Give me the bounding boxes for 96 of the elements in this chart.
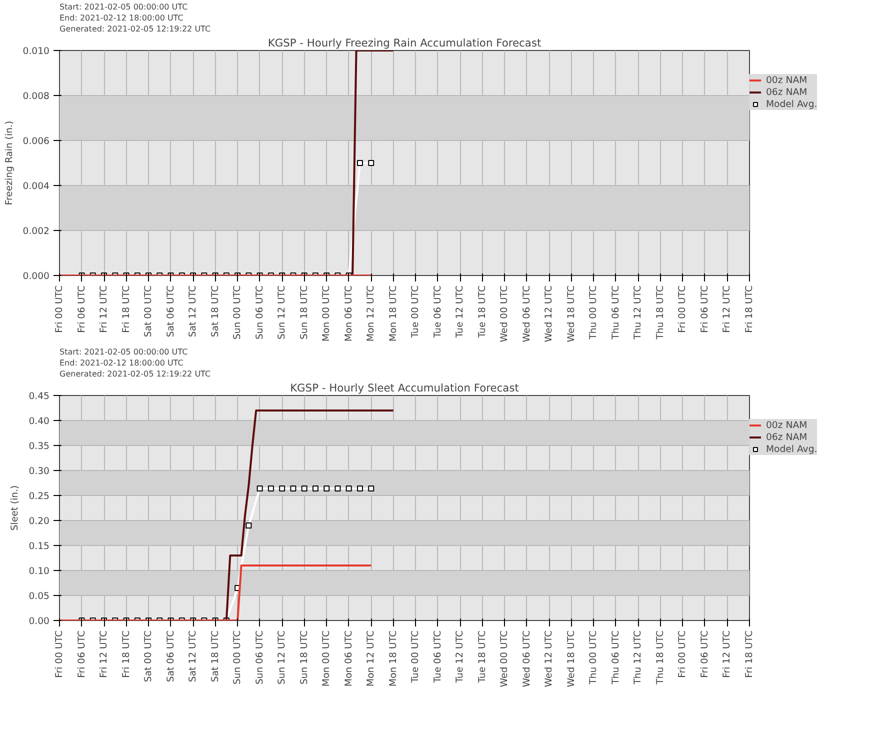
x-tick-label: Wed 18 UTC (566, 630, 577, 688)
x-tick-label: Sun 00 UTC (232, 630, 244, 685)
x-tick-label: Thu 18 UTC (654, 285, 666, 340)
y-tick-label: 0.00 (28, 616, 50, 627)
x-tick-label: Fri 06 UTC (76, 286, 88, 333)
x-tick-label: Tue 18 UTC (476, 630, 488, 684)
x-tick-label: Thu 00 UTC (588, 285, 600, 340)
x-tick-label: Tue 00 UTC (410, 630, 422, 684)
x-tick-label: Sat 00 UTC (143, 630, 154, 682)
x-tick-label: Fri 00 UTC (54, 286, 65, 333)
x-tick-label: Wed 00 UTC (499, 285, 510, 342)
y-tick-label: 0.35 (28, 441, 50, 452)
x-tick-label: Mon 06 UTC (343, 285, 354, 342)
text: Start: 2021-02-05 00:00:00 UTC (60, 348, 188, 356)
text: End: 2021-02-12 18:00:00 UTC (60, 358, 184, 368)
y-tick-label: 0.002 (22, 226, 50, 237)
x-tick-label: Fri 00 UTC (54, 630, 65, 678)
legend-label: Model Avg. (766, 443, 818, 455)
x-tick-label: Wed 12 UTC (544, 630, 555, 688)
x-tick-label: Fri 18 UTC (120, 630, 132, 678)
text: End: 2021-02-12 18:00:00 UTC (60, 14, 184, 22)
x-tick-label: Mon 12 UTC (366, 630, 377, 686)
x-tick-label: Sat 18 UTC (210, 285, 221, 338)
x-tick-label: Wed 06 UTC (521, 285, 532, 342)
x-tick-label: Sat 06 UTC (165, 285, 176, 338)
x-tick-label: Mon 00 UTC (321, 285, 332, 342)
legend-label: 06z NAM (766, 86, 808, 98)
chart-title: KGSP - Hourly Sleet Accumulation Forecast (290, 382, 519, 394)
x-tick-label: Mon 06 UTC (343, 630, 354, 686)
x-tick-label: Tue 12 UTC (454, 285, 466, 339)
x-tick-label: Sun 06 UTC (254, 630, 266, 685)
x-tick-label: Sun 18 UTC (298, 285, 310, 340)
text: Generated: 2021-02-05 12:19:22 UTC (60, 370, 211, 378)
x-tick-label: Fri 12 UTC (722, 630, 733, 678)
x-tick-label: Thu 06 UTC (610, 630, 622, 686)
y-tick-label: 0.40 (28, 416, 50, 427)
y-tick-label: 0.000 (22, 271, 50, 282)
y-axis-title: Freezing Rain (in.) (4, 120, 15, 206)
x-tick-label: Wed 06 UTC (521, 630, 532, 688)
y-tick-label: 0.45 (28, 391, 50, 402)
y-tick-label: 0.10 (28, 566, 50, 577)
legend-label: 06z NAM (766, 431, 808, 443)
x-tick-label: Fri 00 UTC (677, 286, 688, 333)
text: Generated: 2021-02-05 12:19:22 UTC (60, 24, 211, 34)
x-tick-label: Wed 12 UTC (544, 285, 555, 342)
x-tick-label: Sun 12 UTC (276, 630, 288, 685)
x-tick-label: Thu 12 UTC (632, 630, 644, 686)
x-tick-label: Wed 00 UTC (499, 630, 510, 688)
legend-label: Model Avg. (766, 98, 818, 110)
x-tick-label: Sun 12 UTC (276, 285, 288, 340)
x-tick-label: Thu 06 UTC (610, 285, 622, 340)
y-tick-label: 0.004 (22, 181, 50, 192)
y-tick-label: 0.30 (28, 466, 50, 477)
x-tick-label: Mon 12 UTC (366, 285, 377, 342)
x-tick-label: Mon 18 UTC (388, 285, 399, 342)
x-tick-label: Fri 18 UTC (120, 286, 132, 333)
y-tick-label: 0.15 (28, 541, 50, 552)
x-tick-label: Fri 12 UTC (722, 286, 733, 333)
y-axis-title: Sleet (in.) (10, 485, 21, 531)
x-tick-label: Sun 00 UTC (232, 285, 244, 340)
x-tick-label: Sun 18 UTC (298, 630, 310, 685)
x-tick-label: Sat 12 UTC (188, 630, 199, 682)
x-tick-label: Fri 12 UTC (98, 630, 110, 678)
y-tick-label: 0.008 (22, 91, 50, 102)
y-tick-label: 0.006 (22, 136, 50, 147)
x-tick-label: Tue 12 UTC (454, 630, 466, 684)
x-tick-label: Thu 18 UTC (654, 630, 666, 686)
x-tick-label: Tue 06 UTC (432, 285, 444, 339)
x-tick-label: Mon 00 UTC (321, 630, 332, 686)
x-tick-label: Thu 12 UTC (632, 285, 644, 340)
x-tick-label: Fri 06 UTC (699, 286, 710, 333)
x-tick-label: Sat 12 UTC (188, 285, 199, 338)
y-tick-label: 0.010 (22, 46, 50, 57)
y-tick-label: 0.05 (28, 591, 50, 602)
x-tick-label: Sun 06 UTC (254, 285, 266, 340)
x-tick-label: Sat 00 UTC (143, 285, 154, 338)
y-tick-label: 0.20 (28, 516, 50, 527)
legend-label: 00z NAM (766, 74, 808, 86)
x-tick-label: Thu 00 UTC (588, 630, 600, 686)
chart-title: KGSP - Hourly Freezing Rain Accumulation Forecast (268, 36, 542, 50)
x-tick-label: Fri 00 UTC (677, 630, 688, 678)
legend-label: 00z NAM (766, 419, 808, 431)
x-tick-label: Fri 18 UTC (744, 630, 755, 678)
x-tick-label: Mon 18 UTC (388, 630, 399, 686)
x-tick-label: Fri 06 UTC (699, 630, 710, 678)
x-tick-label: Sat 18 UTC (210, 630, 221, 682)
x-tick-label: Sat 06 UTC (165, 630, 176, 682)
x-tick-label: Fri 06 UTC (76, 630, 88, 678)
x-tick-label: Tue 06 UTC (432, 630, 444, 684)
x-tick-label: Fri 12 UTC (98, 286, 110, 333)
x-tick-label: Wed 18 UTC (566, 285, 577, 342)
x-tick-label: Tue 00 UTC (410, 285, 422, 339)
y-tick-label: 0.25 (28, 491, 50, 502)
x-tick-label: Fri 18 UTC (744, 286, 755, 333)
text: Start: 2021-02-05 00:00:00 UTC (60, 2, 188, 12)
x-tick-label: Tue 18 UTC (476, 285, 488, 339)
